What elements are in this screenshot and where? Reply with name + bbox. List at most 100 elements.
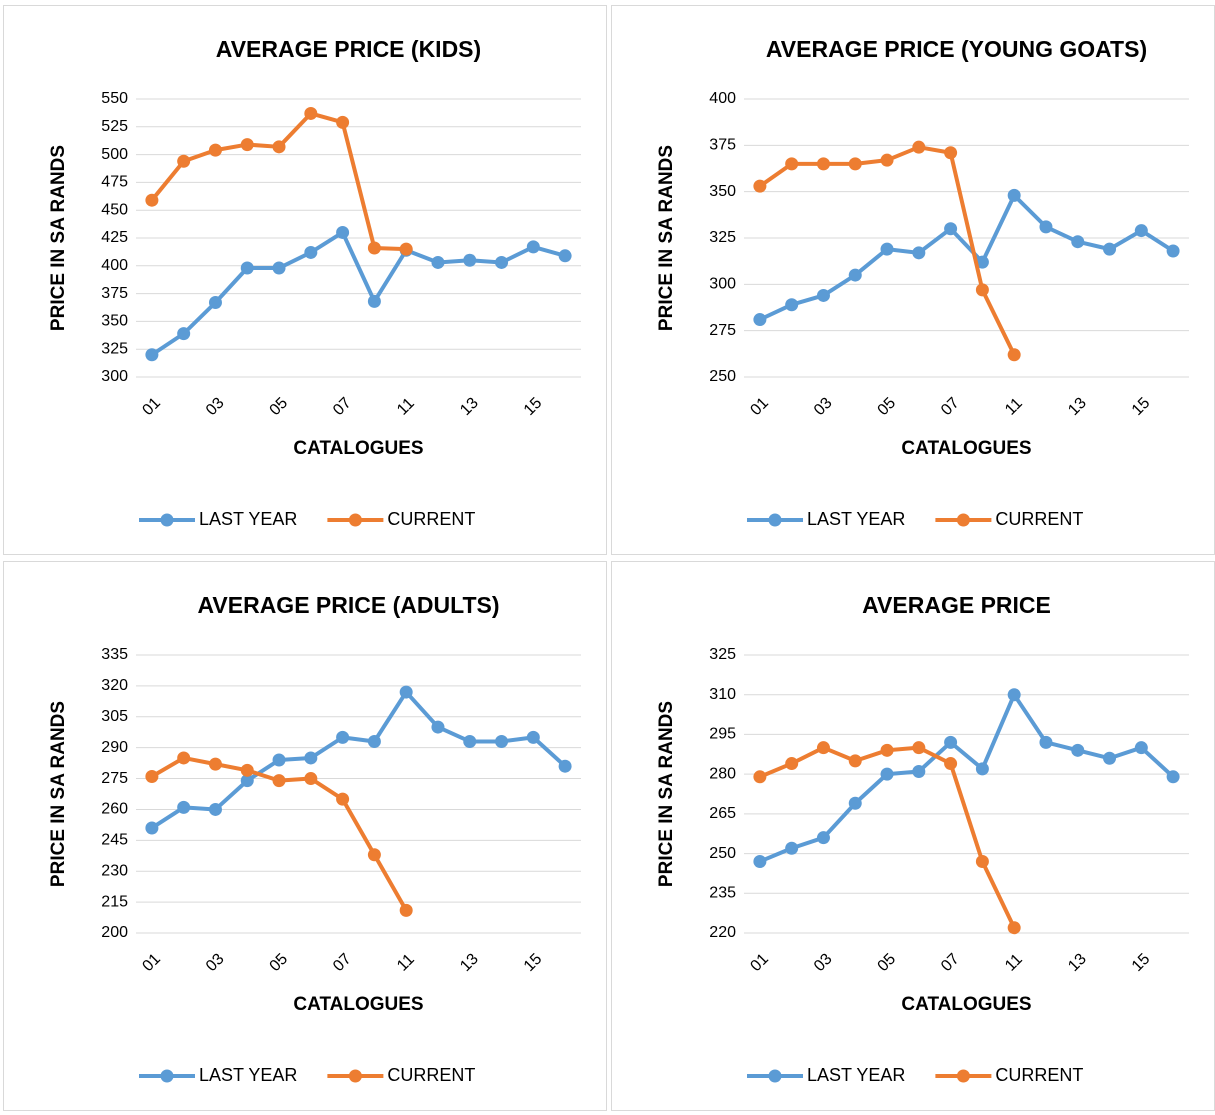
data-point xyxy=(880,767,894,781)
chart-title: AVERAGE PRICE (ADULTS) xyxy=(198,592,500,618)
y-tick-label: 200 xyxy=(101,924,128,941)
y-tick-label: 290 xyxy=(101,739,128,756)
data-point xyxy=(240,774,254,788)
legend-marker xyxy=(348,1069,362,1083)
x-tick-label: 03 xyxy=(203,950,228,975)
data-point xyxy=(848,796,862,810)
data-point xyxy=(975,255,989,269)
chart-panel: AVERAGE PRICE (ADULTS) 200 215 230 245 260 275… xyxy=(3,561,607,1111)
y-tick-label: 450 xyxy=(101,201,128,218)
data-point xyxy=(526,730,540,744)
data-point xyxy=(848,157,862,171)
legend-marker xyxy=(160,1069,174,1083)
data-point xyxy=(145,769,159,783)
x-tick-label: 15 xyxy=(1129,394,1154,419)
data-point xyxy=(145,193,159,207)
data-point xyxy=(336,730,350,744)
data-point xyxy=(880,242,894,256)
data-point xyxy=(753,855,767,869)
data-point xyxy=(177,800,191,814)
x-tick-label: 01 xyxy=(139,394,164,419)
x-axis-label: CATALOGUES xyxy=(901,994,1031,1015)
data-point xyxy=(912,140,926,154)
data-point xyxy=(1039,220,1053,234)
data-point xyxy=(753,179,767,193)
legend-label: CURRENT xyxy=(995,1065,1083,1085)
y-tick-label: 275 xyxy=(709,322,736,339)
data-point xyxy=(1134,741,1148,755)
data-point xyxy=(208,802,222,816)
x-tick-label: 07 xyxy=(330,950,355,975)
data-point xyxy=(495,255,509,269)
data-point xyxy=(1166,244,1180,258)
data-point xyxy=(753,313,767,327)
data-point xyxy=(304,245,318,259)
data-point xyxy=(367,241,381,255)
y-tick-label: 550 xyxy=(101,90,128,107)
x-tick-label: 03 xyxy=(203,394,228,419)
y-tick-label: 400 xyxy=(101,257,128,274)
x-tick-label: 11 xyxy=(1002,395,1026,419)
data-point xyxy=(495,734,509,748)
data-point xyxy=(1007,188,1021,202)
data-point xyxy=(1103,751,1117,765)
x-tick-label: 07 xyxy=(330,394,355,419)
data-point xyxy=(848,754,862,768)
chart-panel: AVERAGE PRICE (KIDS) 300 325 350 375 400 425 45… xyxy=(3,5,607,555)
chart: AVERAGE PRICE (ADULTS) 200 215 230 245 260 275… xyxy=(48,592,581,1085)
y-tick-label: 475 xyxy=(101,174,128,191)
data-point xyxy=(145,821,159,835)
data-point xyxy=(912,764,926,778)
data-point xyxy=(975,762,989,776)
y-tick-label: 335 xyxy=(101,646,128,663)
x-tick-label: 05 xyxy=(875,950,900,975)
y-tick-label: 325 xyxy=(101,340,128,357)
data-point xyxy=(975,283,989,297)
data-point xyxy=(944,222,958,236)
x-tick-label: 13 xyxy=(457,394,482,419)
legend-marker xyxy=(956,513,970,527)
y-tick-label: 300 xyxy=(709,276,736,293)
data-point xyxy=(1071,743,1085,757)
y-tick-label: 525 xyxy=(101,118,128,135)
data-point xyxy=(1039,735,1053,749)
x-tick-label: 05 xyxy=(267,950,292,975)
chart-title: AVERAGE PRICE xyxy=(862,592,1051,618)
data-point xyxy=(944,757,958,771)
y-tick-label: 305 xyxy=(101,708,128,725)
data-point xyxy=(367,848,381,862)
x-tick-label: 05 xyxy=(267,394,292,419)
data-point xyxy=(785,298,799,312)
data-point xyxy=(912,246,926,260)
y-tick-label: 300 xyxy=(101,368,128,385)
y-tick-label: 275 xyxy=(101,770,128,787)
y-tick-label: 325 xyxy=(709,229,736,246)
legend-marker xyxy=(768,1069,782,1083)
y-tick-label: 250 xyxy=(709,845,736,862)
data-point xyxy=(753,770,767,784)
x-tick-label: 13 xyxy=(457,950,482,975)
data-point xyxy=(1007,348,1021,362)
x-tick-label: 01 xyxy=(139,950,164,975)
data-point xyxy=(558,759,572,773)
x-tick-label: 01 xyxy=(747,394,772,419)
y-tick-label: 250 xyxy=(709,368,736,385)
y-tick-label: 235 xyxy=(709,885,736,902)
data-point xyxy=(816,288,830,302)
y-tick-label: 500 xyxy=(101,146,128,163)
x-tick-label: 11 xyxy=(394,395,418,419)
data-point xyxy=(880,743,894,757)
y-tick-label: 215 xyxy=(101,893,128,910)
data-point xyxy=(785,841,799,855)
chart-title: AVERAGE PRICE (KIDS) xyxy=(216,36,481,62)
data-point xyxy=(785,757,799,771)
data-point xyxy=(399,903,413,917)
y-tick-label: 325 xyxy=(709,646,736,663)
chart-title: AVERAGE PRICE (YOUNG GOATS) xyxy=(766,36,1147,62)
data-point xyxy=(463,253,477,267)
y-axis-label: PRICE IN SA RANDS xyxy=(48,701,69,887)
y-tick-label: 265 xyxy=(709,805,736,822)
chart: AVERAGE PRICE 220 235 250 265 280 295 310 325 01 0… xyxy=(656,592,1189,1085)
chart-panel: AVERAGE PRICE 220 235 250 265 280 295 310 325 01 0… xyxy=(611,561,1215,1111)
